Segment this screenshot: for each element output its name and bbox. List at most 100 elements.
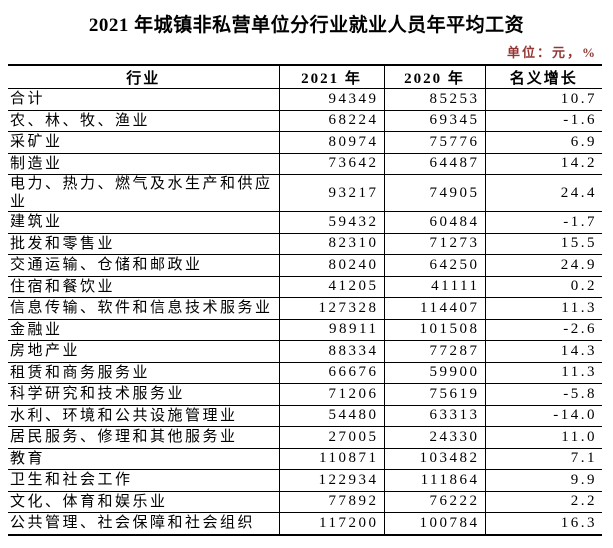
value-2021-cell: 77892 — [278, 490, 384, 513]
value-2020-cell: 24330 — [383, 426, 485, 448]
growth-cell: 11.3 — [484, 297, 602, 319]
industry-cell: 批发和零售业 — [8, 232, 279, 255]
growth-cell: 0.2 — [484, 275, 602, 298]
value-2021-cell: 110871 — [278, 447, 384, 470]
table-row: 住宿和餐饮业 41205 41111 0.2 — [8, 275, 602, 298]
table-row: 卫生和社会工作 122934 111864 9.9 — [8, 469, 602, 491]
table-row: 租赁和商务服务业 66676 59900 11.3 — [8, 361, 602, 384]
growth-cell: 24.9 — [484, 254, 602, 276]
industry-cell: 金融业 — [8, 318, 279, 341]
column-header-growth: 名义增长 — [484, 65, 602, 89]
growth-cell: 24.4 — [484, 174, 602, 212]
page: 2021 年城镇非私营单位分行业就业人员年平均工资 单位：元，% 行业 2021… — [0, 10, 613, 536]
industry-cell: 电力、热力、燃气及水生产和供应业 — [8, 174, 279, 212]
value-2021-cell: 73642 — [278, 152, 384, 175]
industry-cell: 房地产业 — [8, 340, 279, 362]
industry-cell: 公共管理、社会保障和社会组织 — [8, 512, 279, 535]
value-2020-cell: 75776 — [383, 131, 485, 153]
industry-cell: 租赁和商务服务业 — [8, 361, 279, 384]
table-row: 教育 110871 103482 7.1 — [8, 447, 602, 470]
value-2020-cell: 74905 — [383, 174, 485, 212]
table-row: 农、林、牧、渔业 68224 69345 -1.6 — [8, 109, 602, 132]
value-2020-cell: 59900 — [383, 361, 485, 384]
value-2020-cell: 85253 — [383, 88, 485, 110]
value-2021-cell: 71206 — [278, 383, 384, 405]
value-2021-cell: 68224 — [278, 109, 384, 132]
industry-cell: 卫生和社会工作 — [8, 469, 279, 491]
value-2020-cell: 75619 — [383, 383, 485, 405]
industry-cell: 科学研究和技术服务业 — [8, 383, 279, 405]
table-row: 文化、体育和娱乐业 77892 76222 2.2 — [8, 490, 602, 513]
column-header-2021: 2021 年 — [278, 65, 384, 89]
column-header-2020: 2020 年 — [383, 65, 485, 89]
table-row: 建筑业 59432 60484 -1.7 — [8, 211, 602, 233]
value-2020-cell: 71273 — [383, 232, 485, 255]
table-row: 合计 94349 85253 10.7 — [8, 88, 602, 110]
industry-cell: 文化、体育和娱乐业 — [8, 490, 279, 513]
unit-note: 单位：元，% — [506, 45, 597, 60]
growth-cell: -2.6 — [484, 318, 602, 341]
value-2021-cell: 80974 — [278, 131, 384, 153]
growth-cell: 2.2 — [484, 490, 602, 513]
value-2021-cell: 66676 — [278, 361, 384, 384]
value-2020-cell: 77287 — [383, 340, 485, 362]
table-row: 科学研究和技术服务业 71206 75619 -5.8 — [8, 383, 602, 405]
growth-cell: 15.5 — [484, 232, 602, 255]
growth-cell: 14.3 — [484, 340, 602, 362]
page-title: 2021 年城镇非私营单位分行业就业人员年平均工资 — [88, 15, 525, 36]
value-2020-cell: 69345 — [383, 109, 485, 132]
value-2021-cell: 41205 — [278, 275, 384, 298]
growth-cell: 10.7 — [484, 88, 602, 110]
table-row: 交通运输、仓储和邮政业 80240 64250 24.9 — [8, 254, 602, 276]
value-2021-cell: 93217 — [278, 174, 384, 212]
value-2021-cell: 98911 — [278, 318, 384, 341]
table-row: 采矿业 80974 75776 6.9 — [8, 131, 602, 153]
table-row: 金融业 98911 101508 -2.6 — [8, 318, 602, 341]
value-2021-cell: 117200 — [278, 512, 384, 535]
table-row: 房地产业 88334 77287 14.3 — [8, 340, 602, 362]
value-2021-cell: 27005 — [278, 426, 384, 448]
value-2020-cell: 114407 — [383, 297, 485, 319]
industry-cell: 制造业 — [8, 152, 279, 175]
value-2021-cell: 54480 — [278, 404, 384, 427]
growth-cell: -1.7 — [484, 211, 602, 233]
table-row: 公共管理、社会保障和社会组织 117200 100784 16.3 — [8, 512, 602, 535]
value-2020-cell: 41111 — [383, 275, 485, 298]
industry-cell: 采矿业 — [8, 131, 279, 153]
growth-cell: 9.9 — [484, 469, 602, 491]
growth-cell: 11.3 — [484, 361, 602, 384]
column-header-industry: 行业 — [8, 65, 279, 89]
table-row: 居民服务、修理和其他服务业 27005 24330 11.0 — [8, 426, 602, 448]
value-2021-cell: 80240 — [278, 254, 384, 276]
industry-cell: 水利、环境和公共设施管理业 — [8, 404, 279, 427]
growth-cell: -1.6 — [484, 109, 602, 132]
header-row: 行业 2021 年 2020 年 名义增长 — [8, 65, 602, 89]
value-2021-cell: 94349 — [278, 88, 384, 110]
value-2020-cell: 100784 — [383, 512, 485, 535]
industry-cell: 合计 — [8, 88, 279, 110]
growth-cell: 6.9 — [484, 131, 602, 153]
value-2020-cell: 64250 — [383, 254, 485, 276]
industry-cell: 交通运输、仓储和邮政业 — [8, 254, 279, 276]
industry-cell: 教育 — [8, 447, 279, 470]
value-2021-cell: 59432 — [278, 211, 384, 233]
growth-cell: 14.2 — [484, 152, 602, 175]
growth-cell: -5.8 — [484, 383, 602, 405]
table-body: 合计 94349 85253 10.7 农、林、牧、渔业 68224 69345 -1.6 采矿… — [8, 88, 602, 535]
growth-cell: 11.0 — [484, 426, 602, 448]
industry-cell: 建筑业 — [8, 211, 279, 233]
industry-cell: 住宿和餐饮业 — [8, 275, 279, 298]
value-2020-cell: 63313 — [383, 404, 485, 427]
value-2020-cell: 60484 — [383, 211, 485, 233]
value-2020-cell: 76222 — [383, 490, 485, 513]
table-row: 批发和零售业 82310 71273 15.5 — [8, 232, 602, 255]
wage-table: 行业 2021 年 2020 年 名义增长 合计 94349 85253 10.7 农、… — [8, 64, 602, 536]
growth-cell: -14.0 — [484, 404, 602, 427]
growth-cell: 7.1 — [484, 447, 602, 470]
table-row: 电力、热力、燃气及水生产和供应业 93217 74905 24.4 — [8, 174, 602, 212]
value-2020-cell: 103482 — [383, 447, 485, 470]
value-2020-cell: 64487 — [383, 152, 485, 175]
table-row: 制造业 73642 64487 14.2 — [8, 152, 602, 175]
industry-cell: 居民服务、修理和其他服务业 — [8, 426, 279, 448]
growth-cell: 16.3 — [484, 512, 602, 535]
